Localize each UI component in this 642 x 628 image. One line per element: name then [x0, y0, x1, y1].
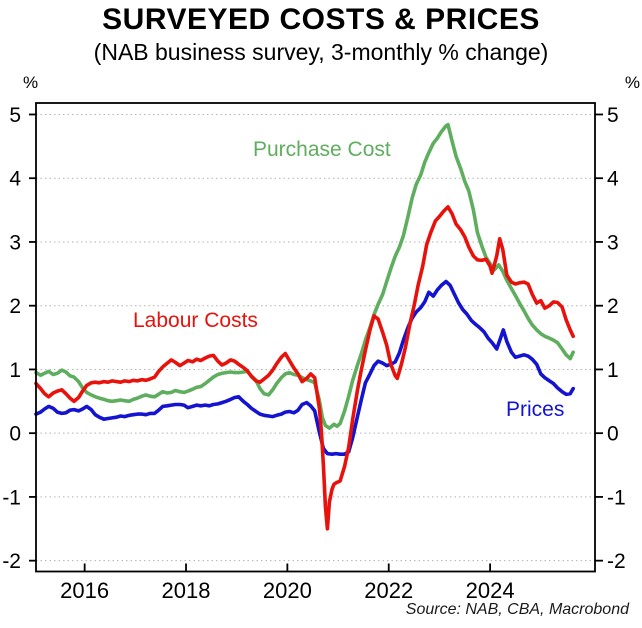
plot-border [35, 102, 596, 573]
y-axis-unit-right: % [624, 73, 640, 92]
y-tick-label-right-3: 3 [607, 231, 619, 254]
y-tick-label-right-1: 1 [607, 359, 619, 382]
y-tick-label-right-2: 2 [607, 295, 619, 318]
x-tick-label-2018: 2018 [162, 578, 211, 603]
y-tick-label-right-4: 4 [607, 168, 619, 191]
y-tick-label-left--2: -2 [2, 550, 21, 573]
x-tick-label-2024: 2024 [466, 578, 515, 603]
y-tick-label-left-1: 1 [9, 359, 21, 382]
page-subtitle: (NAB business survey, 3-monthly % change… [93, 39, 549, 65]
series-label-labour-costs: Labour Costs [133, 309, 258, 332]
source-note: Source: NAB, CBA, Macrobond [405, 601, 629, 618]
x-tick-label-2016: 2016 [60, 578, 109, 603]
y-tick-label-left--1: -1 [2, 486, 21, 509]
y-tick-label-left-3: 3 [9, 231, 21, 254]
page-title: SURVEYED COSTS & PRICES [102, 3, 540, 36]
y-axis-unit-left: % [23, 73, 39, 92]
series-label-purchase-cost: Purchase Cost [253, 138, 391, 161]
y-tick-label-right-5: 5 [607, 104, 619, 127]
y-tick-label-right--1: -1 [607, 486, 626, 509]
y-tick-label-left-2: 2 [9, 295, 21, 318]
y-tick-label-right-0: 0 [607, 423, 619, 446]
prices-line [34, 279, 575, 456]
y-tick-label-right--2: -2 [607, 550, 626, 573]
x-tick-label-2020: 2020 [263, 578, 312, 603]
series-label-prices: Prices [506, 398, 565, 421]
labour-costs-line [34, 205, 575, 531]
purchase-cost-line [34, 122, 575, 430]
y-tick-label-left-4: 4 [9, 168, 21, 191]
y-tick-label-left-0: 0 [9, 423, 21, 446]
x-tick-label-2022: 2022 [364, 578, 413, 603]
y-tick-label-left-5: 5 [9, 104, 21, 127]
